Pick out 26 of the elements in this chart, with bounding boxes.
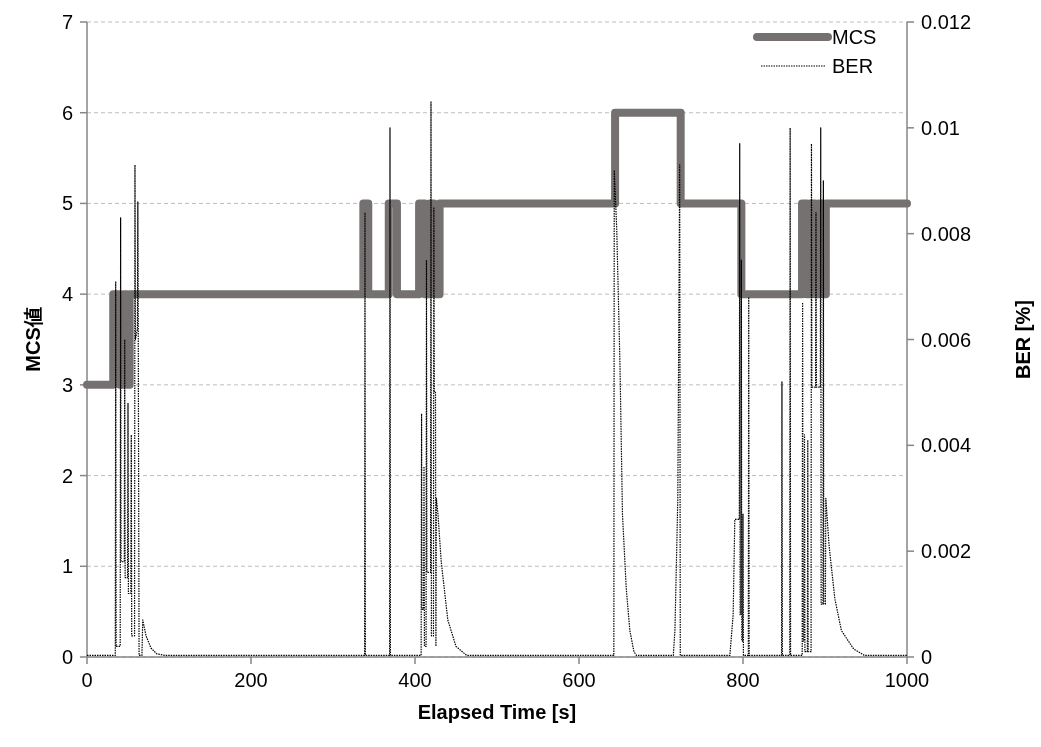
y-tick-label: 3: [61, 373, 73, 396]
y-tick-label: 2: [61, 464, 73, 487]
y-tick-label: 5: [61, 192, 73, 215]
y2-tick-label: 0: [921, 646, 933, 668]
x-tick-label: 800: [726, 669, 760, 691]
y2-tick-label: 0.006: [921, 328, 972, 351]
x-tick-label: 200: [234, 669, 268, 691]
y2-axis-title: BER [%]: [1012, 300, 1034, 379]
x-tick-label: 1000: [884, 669, 930, 691]
y-tick-label: 4: [61, 283, 73, 306]
x-tick-label: 600: [562, 669, 596, 691]
y-tick-label: 0: [61, 646, 73, 668]
x-tick-label: 400: [398, 669, 432, 691]
y2-tick-label: 0.002: [921, 540, 972, 563]
y2-tick-label: 0.008: [921, 222, 972, 245]
x-axis-title: Elapsed Time [s]: [417, 701, 577, 723]
legend-label: BER: [832, 55, 874, 77]
y2-tick-label: 0.01: [921, 116, 960, 139]
y-tick-label: 6: [61, 101, 73, 124]
y-tick-label: 7: [61, 11, 73, 33]
y2-tick-label: 0.012: [921, 11, 972, 33]
x-tick-label: 0: [81, 669, 93, 691]
y-axis-title: MCS値: [22, 307, 44, 372]
y2-tick-label: 0.004: [921, 434, 972, 457]
legend-label: MCS: [832, 26, 877, 48]
y-tick-label: 1: [61, 555, 73, 578]
